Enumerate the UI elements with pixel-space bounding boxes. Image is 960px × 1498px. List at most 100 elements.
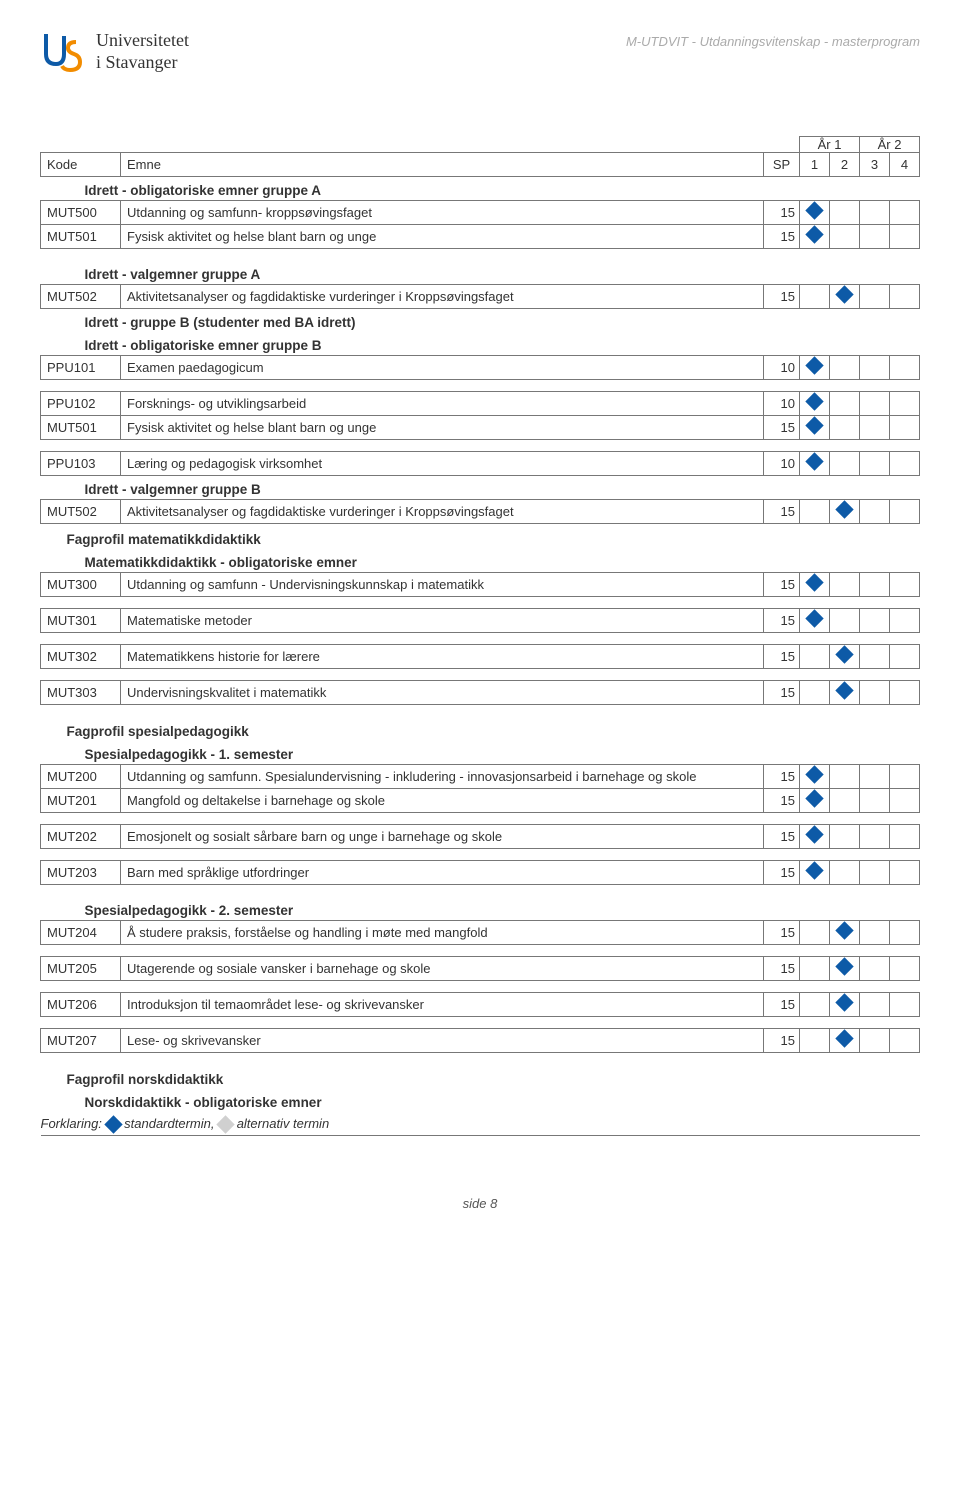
sem-cell-4 <box>890 415 920 439</box>
sem-cell-4 <box>890 355 920 379</box>
course-row: MUT204Å studere praksis, forståelse og h… <box>41 920 920 944</box>
sem-cell-2 <box>830 765 860 789</box>
col-emne: Emne <box>121 153 764 177</box>
course-sp: 15 <box>764 765 800 789</box>
alt-term-diamond-icon <box>216 1115 234 1133</box>
course-row: MUT502Aktivitetsanalyser og fagdidaktisk… <box>41 499 920 523</box>
course-code: MUT200 <box>41 765 121 789</box>
term-diamond-icon <box>805 825 823 843</box>
course-row: MUT207Lese- og skrivevansker15 <box>41 1028 920 1052</box>
course-sp: 15 <box>764 1028 800 1052</box>
term-diamond-icon <box>805 356 823 374</box>
sem-cell-2 <box>830 789 860 813</box>
sem-cell-1 <box>800 1028 830 1052</box>
sem-cell-2 <box>830 1028 860 1052</box>
term-diamond-icon <box>835 285 853 303</box>
subsection-heading: Idrett - valgemner gruppe A <box>41 261 920 285</box>
sem-cell-3 <box>860 355 890 379</box>
course-title: Utdanning og samfunn - Undervisningskunn… <box>121 572 764 596</box>
sem-cell-4 <box>890 825 920 849</box>
legend: Forklaring: standardtermin, alternativ t… <box>41 1112 920 1136</box>
sem-cell-3 <box>860 956 890 980</box>
course-title: Matematiske metoder <box>121 608 764 632</box>
course-code: PPU101 <box>41 355 121 379</box>
course-title: Å studere praksis, forståelse og handlin… <box>121 920 764 944</box>
course-code: MUT207 <box>41 1028 121 1052</box>
subsection-heading: Norskdidaktikk - obligatoriske emner <box>41 1089 920 1112</box>
sem-cell-4 <box>890 992 920 1016</box>
course-row: MUT501Fysisk aktivitet og helse blant ba… <box>41 415 920 439</box>
sem-cell-2 <box>830 572 860 596</box>
sem-cell-3 <box>860 201 890 225</box>
course-code: MUT501 <box>41 415 121 439</box>
course-title: Forsknings- og utviklingsarbeid <box>121 391 764 415</box>
course-title: Mangfold og deltakelse i barnehage og sk… <box>121 789 764 813</box>
course-code: MUT203 <box>41 861 121 885</box>
course-title: Utdanning og samfunn. Spesialundervisnin… <box>121 765 764 789</box>
sem-cell-3 <box>860 680 890 704</box>
term-diamond-icon <box>805 201 823 219</box>
sem-cell-1 <box>800 355 830 379</box>
course-sp: 15 <box>764 789 800 813</box>
term-diamond-icon <box>835 681 853 699</box>
course-sp: 15 <box>764 920 800 944</box>
term-diamond-icon <box>835 993 853 1011</box>
course-row: MUT205Utagerende og sosiale vansker i ba… <box>41 956 920 980</box>
subsection-heading: Spesialpedagogikk - 2. semester <box>41 897 920 921</box>
sem-cell-4 <box>890 572 920 596</box>
col-sem-3: 3 <box>860 153 890 177</box>
course-title: Fysisk aktivitet og helse blant barn og … <box>121 225 764 249</box>
sem-cell-4 <box>890 225 920 249</box>
term-diamond-icon <box>835 645 853 663</box>
sem-cell-3 <box>860 451 890 475</box>
sem-cell-3 <box>860 608 890 632</box>
course-code: MUT501 <box>41 225 121 249</box>
course-title: Læring og pedagogisk virksomhet <box>121 451 764 475</box>
sem-cell-1 <box>800 765 830 789</box>
course-title: Barn med språklige utfordringer <box>121 861 764 885</box>
course-code: PPU103 <box>41 451 121 475</box>
sem-cell-3 <box>860 789 890 813</box>
sem-cell-1 <box>800 391 830 415</box>
uni-name-line2: i Stavanger <box>96 52 189 74</box>
sem-cell-2 <box>830 956 860 980</box>
sem-cell-3 <box>860 391 890 415</box>
course-row: PPU101Examen paedagogicum10 <box>41 355 920 379</box>
course-row: MUT200Utdanning og samfunn. Spesialunder… <box>41 765 920 789</box>
logo-block: Universitetet i Stavanger <box>40 30 189 76</box>
course-title: Undervisningskvalitet i matematikk <box>121 680 764 704</box>
term-diamond-icon <box>805 573 823 591</box>
section-heading: Fagprofil spesialpedagogikk <box>41 716 920 741</box>
sem-cell-4 <box>890 608 920 632</box>
sem-cell-2 <box>830 451 860 475</box>
course-code: MUT502 <box>41 499 121 523</box>
sem-cell-3 <box>860 225 890 249</box>
subsection-heading: Spesialpedagogikk - 1. semester <box>41 741 920 765</box>
course-code: MUT500 <box>41 201 121 225</box>
course-code: MUT301 <box>41 608 121 632</box>
term-diamond-icon <box>805 392 823 410</box>
course-code: MUT302 <box>41 644 121 668</box>
course-row: MUT500Utdanning og samfunn- kroppsøvings… <box>41 201 920 225</box>
sem-cell-4 <box>890 861 920 885</box>
sem-cell-2 <box>830 644 860 668</box>
term-diamond-icon <box>805 452 823 470</box>
sem-cell-2 <box>830 825 860 849</box>
term-diamond-icon <box>805 789 823 807</box>
sem-cell-4 <box>890 765 920 789</box>
sem-cell-3 <box>860 572 890 596</box>
course-sp: 15 <box>764 992 800 1016</box>
course-sp: 15 <box>764 861 800 885</box>
course-sp: 15 <box>764 225 800 249</box>
course-sp: 10 <box>764 355 800 379</box>
sem-cell-1 <box>800 572 830 596</box>
sem-cell-1 <box>800 789 830 813</box>
program-title: M-UTDVIT - Utdanningsvitenskap - masterp… <box>626 30 920 49</box>
sem-cell-2 <box>830 992 860 1016</box>
term-diamond-icon <box>835 921 853 939</box>
sem-cell-3 <box>860 415 890 439</box>
subsection-heading: Idrett - obligatoriske emner gruppe B <box>41 332 920 356</box>
sem-cell-1 <box>800 680 830 704</box>
term-diamond-icon <box>835 957 853 975</box>
sem-cell-4 <box>890 499 920 523</box>
